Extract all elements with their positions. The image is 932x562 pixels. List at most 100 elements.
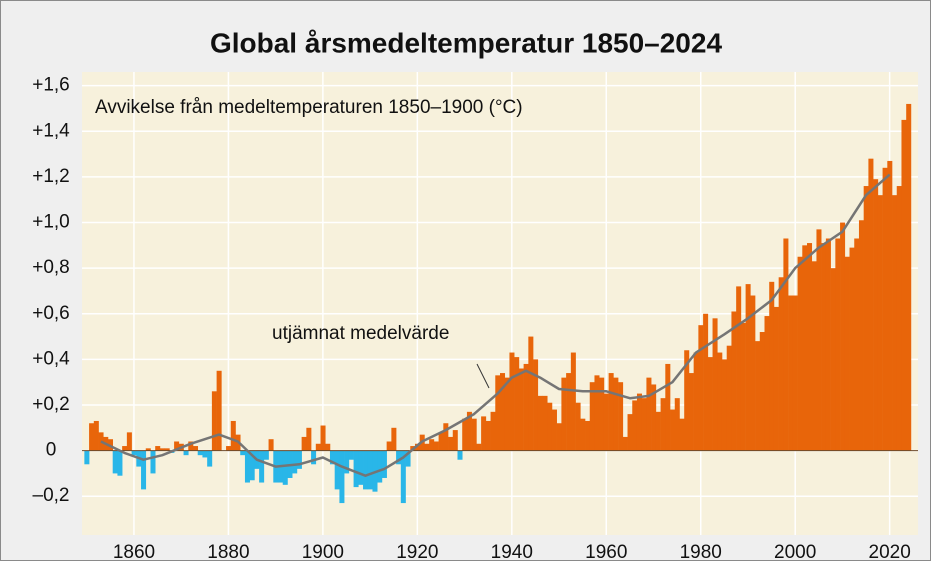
bar xyxy=(353,450,359,488)
bar xyxy=(703,313,709,451)
bar xyxy=(887,160,893,451)
bar xyxy=(778,277,784,451)
bar xyxy=(481,416,487,451)
bar xyxy=(646,377,652,451)
bar xyxy=(698,325,704,451)
bar xyxy=(211,391,217,451)
annotation: utjämnat medelvärde xyxy=(272,323,449,344)
bar xyxy=(750,295,756,451)
y-tick-label: +0,6 xyxy=(32,303,70,324)
bar xyxy=(433,441,439,451)
bar xyxy=(282,450,288,485)
bar xyxy=(551,409,557,451)
bar xyxy=(334,450,340,490)
bar xyxy=(773,306,779,451)
bar xyxy=(117,450,123,476)
bar xyxy=(495,375,501,451)
bar xyxy=(674,398,680,451)
x-tick-label: 2000 xyxy=(774,542,816,562)
bar xyxy=(216,370,222,451)
bar xyxy=(627,414,633,451)
x-tick-label: 2020 xyxy=(869,542,911,562)
x-tick-label: 1880 xyxy=(207,542,249,562)
bar xyxy=(358,450,364,485)
bar xyxy=(244,450,250,483)
bar xyxy=(381,450,387,478)
bar xyxy=(721,359,728,451)
bar xyxy=(684,350,690,451)
bar xyxy=(259,450,265,483)
bar xyxy=(112,450,118,474)
x-tick-label: 1920 xyxy=(396,542,438,562)
bar xyxy=(131,450,137,456)
x-tick-label: 1980 xyxy=(680,542,722,562)
bar xyxy=(188,441,194,451)
bar xyxy=(632,400,638,451)
bar xyxy=(802,245,808,451)
bar xyxy=(896,186,902,451)
bar xyxy=(873,179,879,451)
bar xyxy=(651,384,657,451)
bar xyxy=(655,411,661,451)
annotation-pointer xyxy=(476,363,490,389)
bar xyxy=(688,373,694,451)
bar xyxy=(835,238,841,451)
bar xyxy=(226,446,232,451)
bar xyxy=(599,377,605,451)
bar xyxy=(306,427,312,451)
bar xyxy=(528,336,534,451)
bar xyxy=(457,450,463,460)
y-tick-label: –0,2 xyxy=(33,485,70,506)
bar xyxy=(693,352,699,451)
bar xyxy=(618,382,624,451)
bar xyxy=(126,432,132,451)
x-tick-label: 1940 xyxy=(491,542,533,562)
bar xyxy=(207,450,213,467)
bar xyxy=(164,448,170,451)
bar xyxy=(197,450,203,456)
bar xyxy=(292,450,298,474)
subtitle: Avvikelse från medeltemperaturen 1850–19… xyxy=(95,97,523,118)
bar xyxy=(348,450,354,460)
bar xyxy=(613,377,619,451)
bar xyxy=(424,443,430,451)
x-tick-label: 1860 xyxy=(113,542,155,562)
bar xyxy=(755,341,761,451)
bar xyxy=(622,436,628,451)
bar xyxy=(367,450,373,490)
x-tick-label: 1900 xyxy=(302,542,344,562)
y-tick-label: +1,6 xyxy=(32,75,70,96)
bar xyxy=(159,448,165,451)
bar xyxy=(500,373,506,451)
bar xyxy=(759,332,765,451)
chart-title: Global årsmedeltemperatur 1850–2024 xyxy=(210,27,722,58)
smoothed-line xyxy=(100,173,891,477)
bar xyxy=(740,322,746,451)
bar xyxy=(192,446,199,451)
bar xyxy=(174,441,180,451)
bar xyxy=(745,284,751,451)
bar xyxy=(533,359,539,451)
bar xyxy=(608,373,614,451)
bar xyxy=(537,395,543,451)
bar xyxy=(509,352,515,451)
bar xyxy=(89,423,95,451)
bar xyxy=(792,295,798,451)
bar xyxy=(570,352,576,451)
bar xyxy=(849,247,855,451)
bar xyxy=(542,395,548,451)
bar xyxy=(268,439,274,451)
bar xyxy=(183,450,189,456)
bar xyxy=(854,238,860,451)
bar xyxy=(807,243,813,451)
bar xyxy=(641,398,647,451)
bar xyxy=(769,281,775,451)
y-tick-label: +1,0 xyxy=(32,212,70,233)
bar xyxy=(391,427,397,451)
bar xyxy=(783,238,789,451)
bar xyxy=(797,256,803,451)
bar xyxy=(320,425,326,451)
bar xyxy=(438,432,444,451)
bar xyxy=(329,450,335,465)
